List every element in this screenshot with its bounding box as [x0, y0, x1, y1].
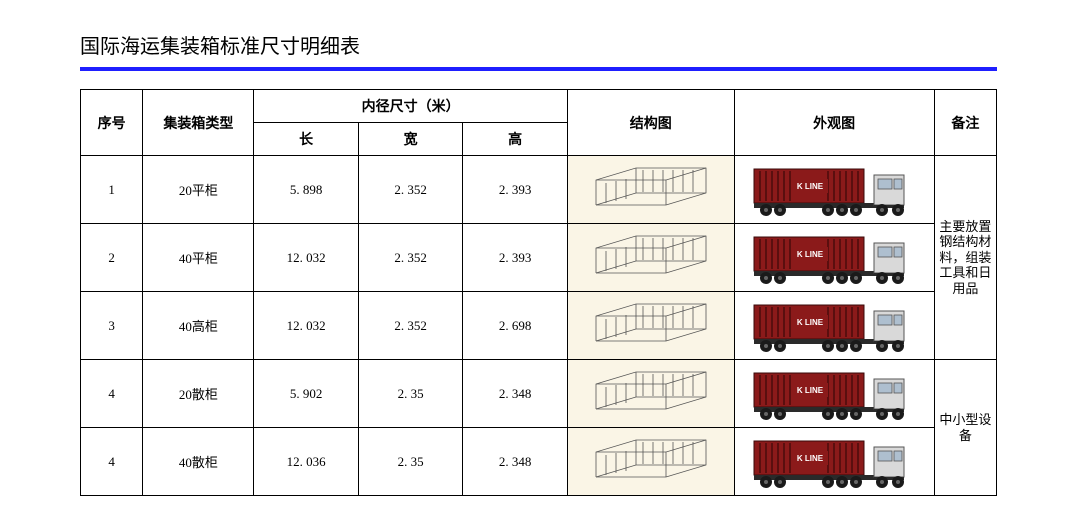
cell-exterior: K LINE	[734, 428, 934, 496]
cell-wid: 2. 35	[358, 360, 462, 428]
container-spec-table: 序号 集装箱类型 内径尺寸（米） 结构图 外观图 备注 长 宽 高 120平柜5…	[80, 89, 997, 496]
th-struct: 结构图	[567, 90, 734, 156]
cell-hei: 2. 393	[463, 156, 567, 224]
svg-text:K LINE: K LINE	[797, 318, 824, 327]
cell-exterior: K LINE	[734, 224, 934, 292]
table-row: 440散柜12. 0362. 352. 348	[81, 428, 997, 496]
cell-wid: 2. 352	[358, 156, 462, 224]
th-inner-group: 内径尺寸（米）	[254, 90, 567, 123]
cell-seq: 4	[81, 360, 143, 428]
svg-text:K LINE: K LINE	[797, 386, 824, 395]
exterior-truck: K LINE	[750, 161, 918, 219]
structure-sketch	[581, 296, 721, 356]
cell-exterior: K LINE	[734, 156, 934, 224]
structure-sketch	[581, 160, 721, 220]
cell-wid: 2. 352	[358, 224, 462, 292]
cell-seq: 4	[81, 428, 143, 496]
cell-type: 40散柜	[143, 428, 254, 496]
cell-len: 5. 902	[254, 360, 358, 428]
svg-text:K LINE: K LINE	[797, 454, 824, 463]
cell-struct	[567, 428, 734, 496]
cell-type: 40高柜	[143, 292, 254, 360]
cell-struct	[567, 156, 734, 224]
cell-seq: 1	[81, 156, 143, 224]
cell-len: 5. 898	[254, 156, 358, 224]
th-exterior: 外观图	[734, 90, 934, 156]
cell-type: 20平柜	[143, 156, 254, 224]
th-note: 备注	[934, 90, 996, 156]
cell-hei: 2. 348	[463, 360, 567, 428]
table-row: 240平柜12. 0322. 3522. 393	[81, 224, 997, 292]
cell-struct	[567, 292, 734, 360]
cell-wid: 2. 35	[358, 428, 462, 496]
cell-struct	[567, 360, 734, 428]
th-height: 高	[463, 123, 567, 156]
th-length: 长	[254, 123, 358, 156]
cell-seq: 2	[81, 224, 143, 292]
th-seq: 序号	[81, 90, 143, 156]
exterior-truck: K LINE	[750, 297, 918, 355]
structure-sketch	[581, 364, 721, 424]
table-row: 120平柜5. 8982. 3522. 393	[81, 156, 997, 224]
th-type: 集装箱类型	[143, 90, 254, 156]
title-rule	[80, 67, 997, 71]
structure-sketch	[581, 432, 721, 492]
cell-len: 12. 032	[254, 292, 358, 360]
exterior-truck: K LINE	[750, 365, 918, 423]
svg-text:K LINE: K LINE	[797, 182, 824, 191]
table-row: 340高柜12. 0322. 3522. 698	[81, 292, 997, 360]
cell-exterior: K LINE	[734, 292, 934, 360]
cell-note: 主要放置钢结构材料，组装工具和日用品	[934, 156, 996, 360]
cell-hei: 2. 348	[463, 428, 567, 496]
exterior-truck: K LINE	[750, 433, 918, 491]
cell-hei: 2. 393	[463, 224, 567, 292]
cell-seq: 3	[81, 292, 143, 360]
th-width: 宽	[358, 123, 462, 156]
cell-struct	[567, 224, 734, 292]
cell-len: 12. 032	[254, 224, 358, 292]
cell-type: 40平柜	[143, 224, 254, 292]
exterior-truck: K LINE	[750, 229, 918, 287]
cell-hei: 2. 698	[463, 292, 567, 360]
cell-exterior: K LINE	[734, 360, 934, 428]
cell-wid: 2. 352	[358, 292, 462, 360]
cell-note: 中小型设备	[934, 360, 996, 496]
page-title: 国际海运集装箱标准尺寸明细表	[80, 30, 997, 59]
table-row: 420散柜5. 9022. 352. 348	[81, 360, 997, 428]
cell-len: 12. 036	[254, 428, 358, 496]
svg-text:K LINE: K LINE	[797, 250, 824, 259]
structure-sketch	[581, 228, 721, 288]
cell-type: 20散柜	[143, 360, 254, 428]
